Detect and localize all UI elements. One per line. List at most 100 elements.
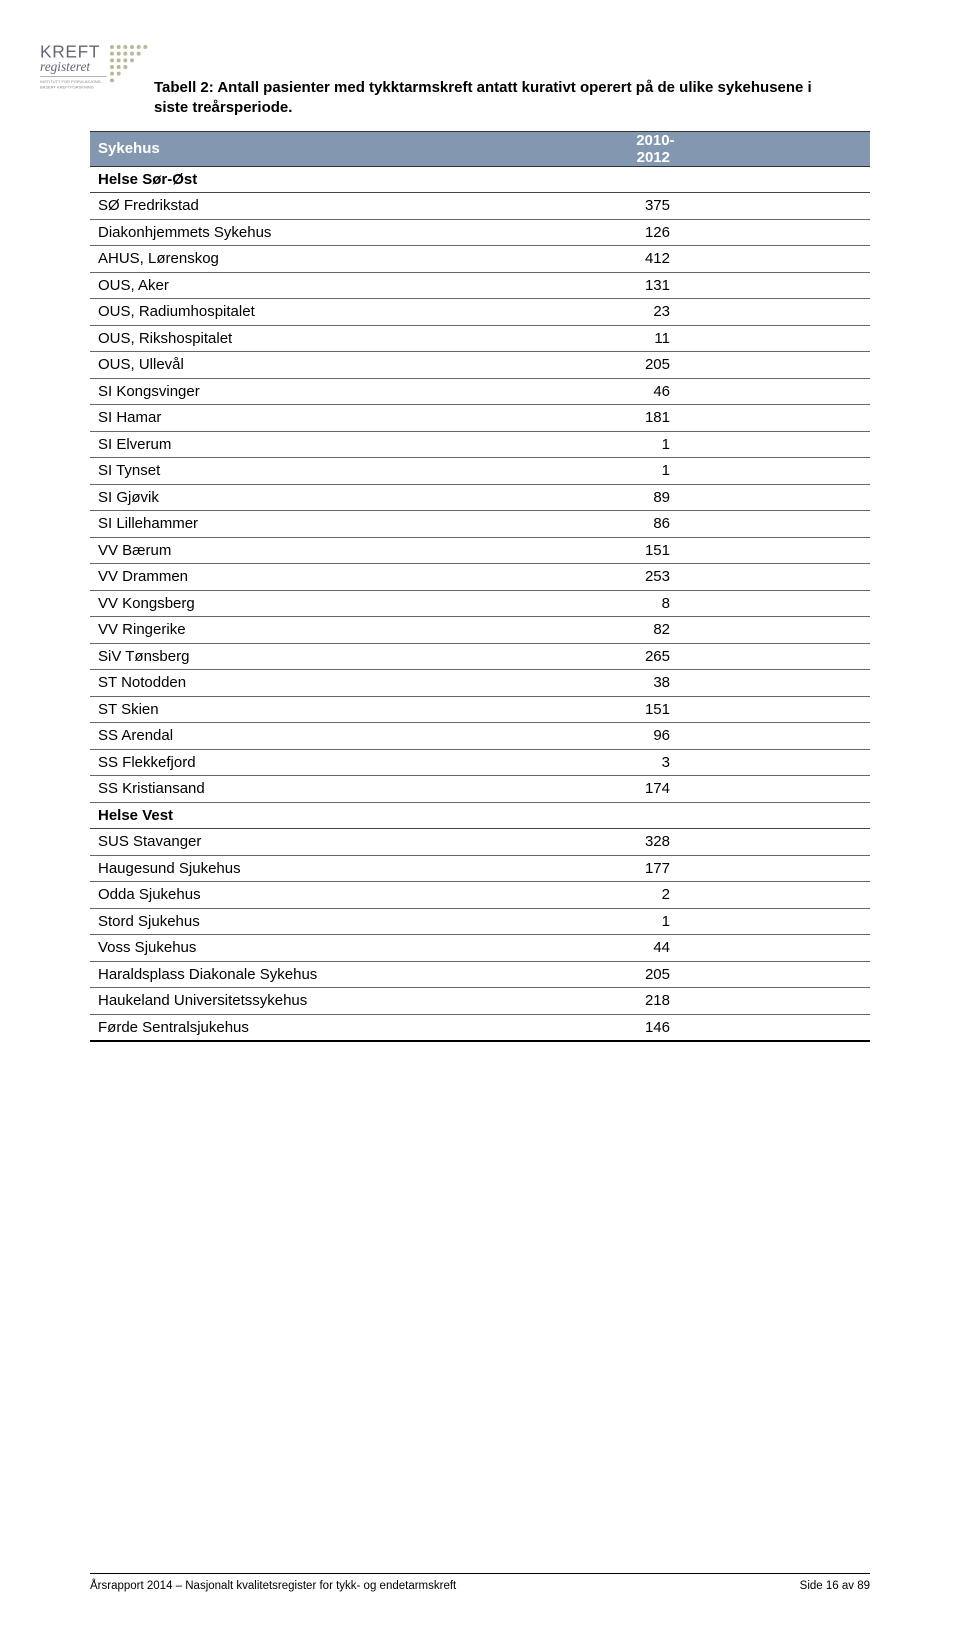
- row-name: SI Hamar: [90, 405, 628, 432]
- page-content: Tabell 2: Antall pasienter med tykktarms…: [0, 0, 960, 1042]
- row-name: Førde Sentralsjukehus: [90, 1014, 628, 1041]
- data-table: Sykehus2010-2012Helse Sør-ØstSØ Fredriks…: [90, 131, 870, 1042]
- table-row: VV Bærum151: [90, 537, 870, 564]
- table-row: OUS, Aker131: [90, 272, 870, 299]
- row-value: 181: [628, 405, 870, 432]
- table-row: SS Flekkefjord3: [90, 749, 870, 776]
- row-value: 253: [628, 564, 870, 591]
- row-name: SS Kristiansand: [90, 776, 628, 803]
- row-name: SiV Tønsberg: [90, 643, 628, 670]
- row-name: SS Flekkefjord: [90, 749, 628, 776]
- row-value: 44: [628, 935, 870, 962]
- table-row: Haukeland Universitetssykehus218: [90, 988, 870, 1015]
- table-row: SI Hamar181: [90, 405, 870, 432]
- row-value: 151: [628, 537, 870, 564]
- table-row: SiV Tønsberg265: [90, 643, 870, 670]
- row-value: 1: [628, 431, 870, 458]
- kreftregisteret-logo: KREFT registeret INSTITUTT FOR POPULASJO…: [40, 40, 160, 114]
- table-row: VV Drammen253: [90, 564, 870, 591]
- row-name: SI Lillehammer: [90, 511, 628, 538]
- row-name: ST Skien: [90, 696, 628, 723]
- row-value: 82: [628, 617, 870, 644]
- row-value: 218: [628, 988, 870, 1015]
- section-row: Helse Vest: [90, 802, 870, 829]
- section-title: Helse Sør-Øst: [90, 166, 628, 193]
- table-row: SI Lillehammer86: [90, 511, 870, 538]
- row-name: OUS, Radiumhospitalet: [90, 299, 628, 326]
- table-header-row: Sykehus2010-2012: [90, 131, 870, 166]
- table-row: Odda Sjukehus2: [90, 882, 870, 909]
- row-value: 131: [628, 272, 870, 299]
- row-name: OUS, Aker: [90, 272, 628, 299]
- table-row: SI Tynset1: [90, 458, 870, 485]
- row-name: SI Tynset: [90, 458, 628, 485]
- table-row: VV Kongsberg8: [90, 590, 870, 617]
- row-name: Voss Sjukehus: [90, 935, 628, 962]
- row-name: VV Drammen: [90, 564, 628, 591]
- footer-right: Side 16 av 89: [800, 1580, 870, 1592]
- row-value: 328: [628, 829, 870, 856]
- row-name: SI Gjøvik: [90, 484, 628, 511]
- table-row: SS Kristiansand174: [90, 776, 870, 803]
- row-name: SUS Stavanger: [90, 829, 628, 856]
- table-row: AHUS, Lørenskog412: [90, 246, 870, 273]
- table-row: SI Elverum1: [90, 431, 870, 458]
- row-value: 89: [628, 484, 870, 511]
- row-value: 151: [628, 696, 870, 723]
- row-value: 23: [628, 299, 870, 326]
- row-name: ST Notodden: [90, 670, 628, 697]
- table-row: Haraldsplass Diakonale Sykehus205: [90, 961, 870, 988]
- table-row: SI Kongsvinger46: [90, 378, 870, 405]
- row-name: Haukeland Universitetssykehus: [90, 988, 628, 1015]
- row-value: 375: [628, 193, 870, 220]
- footer-line: [90, 1573, 870, 1574]
- row-value: 46: [628, 378, 870, 405]
- row-name: Odda Sjukehus: [90, 882, 628, 909]
- section-row: Helse Sør-Øst: [90, 166, 870, 193]
- row-value: 174: [628, 776, 870, 803]
- row-name: Diakonhjemmets Sykehus: [90, 219, 628, 246]
- section-title: Helse Vest: [90, 802, 628, 829]
- svg-text:INSTITUTT FOR POPULASJONS-: INSTITUTT FOR POPULASJONS-: [40, 79, 103, 84]
- row-value: 11: [628, 325, 870, 352]
- row-name: OUS, Rikshospitalet: [90, 325, 628, 352]
- caption-line2: siste treårsperiode.: [154, 99, 292, 116]
- table-caption: Tabell 2: Antall pasienter med tykktarms…: [154, 78, 814, 119]
- row-name: Stord Sjukehus: [90, 908, 628, 935]
- row-value: 1: [628, 908, 870, 935]
- row-name: SI Kongsvinger: [90, 378, 628, 405]
- row-name: SØ Fredrikstad: [90, 193, 628, 220]
- svg-text:registeret: registeret: [40, 59, 90, 74]
- row-name: SI Elverum: [90, 431, 628, 458]
- row-value: 412: [628, 246, 870, 273]
- table-row: Stord Sjukehus1: [90, 908, 870, 935]
- row-name: AHUS, Lørenskog: [90, 246, 628, 273]
- table-row: Førde Sentralsjukehus146: [90, 1014, 870, 1041]
- table-row: ST Notodden38: [90, 670, 870, 697]
- row-value: 96: [628, 723, 870, 750]
- row-name: VV Ringerike: [90, 617, 628, 644]
- row-value: 2: [628, 882, 870, 909]
- row-value: 146: [628, 1014, 870, 1041]
- row-name: Haraldsplass Diakonale Sykehus: [90, 961, 628, 988]
- logo-svg: KREFT registeret INSTITUTT FOR POPULASJO…: [40, 40, 160, 110]
- row-value: 126: [628, 219, 870, 246]
- col-sykehus: Sykehus: [90, 131, 628, 166]
- row-value: 205: [628, 352, 870, 379]
- row-name: VV Bærum: [90, 537, 628, 564]
- table-row: Diakonhjemmets Sykehus126: [90, 219, 870, 246]
- page-footer: Årsrapport 2014 – Nasjonalt kvalitetsreg…: [0, 1573, 960, 1592]
- table-row: VV Ringerike82: [90, 617, 870, 644]
- col-period: 2010-2012: [628, 131, 870, 166]
- section-empty: [628, 802, 870, 829]
- table-row: OUS, Rikshospitalet11: [90, 325, 870, 352]
- footer-left: Årsrapport 2014 – Nasjonalt kvalitetsreg…: [90, 1580, 456, 1592]
- table-row: SØ Fredrikstad375: [90, 193, 870, 220]
- table-row: OUS, Ullevål205: [90, 352, 870, 379]
- svg-text:BASERT KREFTFORSKNING: BASERT KREFTFORSKNING: [40, 84, 94, 89]
- row-name: SS Arendal: [90, 723, 628, 750]
- caption-line1: Tabell 2: Antall pasienter med tykktarms…: [154, 79, 812, 96]
- table-row: SS Arendal96: [90, 723, 870, 750]
- table-row: OUS, Radiumhospitalet23: [90, 299, 870, 326]
- section-empty: [628, 166, 870, 193]
